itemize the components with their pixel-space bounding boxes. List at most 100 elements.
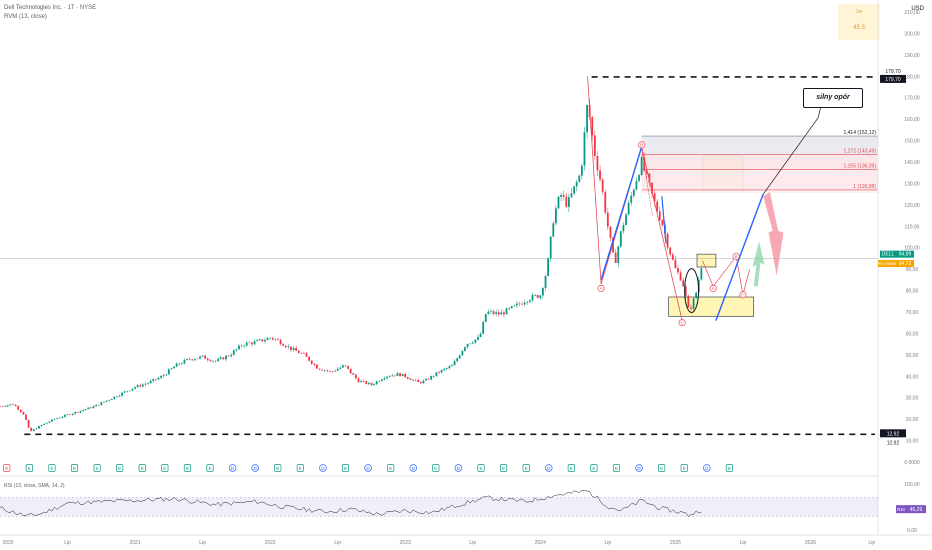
- candle-body: [22, 412, 25, 415]
- rsi-value-bg: [906, 505, 926, 514]
- candle-body: [375, 381, 378, 385]
- candle-body: [149, 380, 152, 384]
- candle-body: [466, 344, 469, 348]
- candle-body: [456, 358, 459, 362]
- price-tick-label: 80,00: [906, 289, 919, 295]
- annotation-pointer: [762, 105, 822, 195]
- candle-body: [144, 383, 147, 385]
- candle-body: [482, 321, 485, 334]
- candle-body: [430, 376, 433, 380]
- candle-body: [79, 410, 82, 413]
- candle-body: [118, 395, 121, 397]
- timeframe-box[interactable]: 1w - 45.3: [838, 4, 880, 40]
- dell-value-bg: [896, 250, 914, 258]
- candle-body: [477, 336, 479, 340]
- candle-body: [32, 429, 35, 432]
- candle-body: [147, 383, 149, 384]
- rsi-badge: RSI: [897, 507, 905, 512]
- candle-body: [560, 194, 562, 197]
- candle-body: [414, 379, 417, 381]
- candle-body: [310, 360, 313, 364]
- candle-body: [365, 381, 368, 384]
- candle-body: [406, 377, 409, 379]
- min-small-tag-bg: [880, 438, 906, 447]
- candle-body: [360, 380, 362, 383]
- symbol-title: Dell Technologies Inc. · 1T · NYSE: [4, 5, 97, 11]
- candle-body: [435, 372, 438, 377]
- earnings-marker-label: D: [321, 466, 325, 471]
- candle-body: [97, 404, 100, 406]
- candle-body: [264, 340, 266, 342]
- price-tick-label: 20,00: [906, 417, 919, 423]
- candle-body: [388, 376, 391, 377]
- annotation-box[interactable]: silny opór: [803, 88, 863, 108]
- candle-body: [25, 414, 27, 420]
- candle-body: [321, 369, 324, 371]
- candle-body: [596, 155, 599, 171]
- candle-body: [438, 372, 440, 373]
- timeframe-separator: -: [858, 17, 860, 23]
- price-tick-label: 60,00: [906, 331, 919, 337]
- time-tick-label: 2021: [130, 540, 141, 546]
- candle-body: [160, 376, 162, 378]
- earnings-marker: [477, 464, 485, 472]
- indicator-legend: RVM (13, close): [4, 14, 47, 20]
- dotted-red: [641, 149, 653, 216]
- earnings-marker-label: E: [299, 466, 302, 471]
- candle-body: [536, 294, 539, 298]
- price-tick-label: 190,00: [904, 53, 920, 59]
- fib-band: [641, 136, 878, 155]
- candle-body: [212, 360, 214, 362]
- earnings-marker-label: D: [705, 466, 709, 471]
- candle-body: [84, 409, 87, 410]
- dell-tag-bg: [880, 250, 896, 258]
- candle-body: [193, 359, 196, 361]
- candle-body: [230, 354, 233, 357]
- candle-body: [336, 368, 339, 371]
- candle-body: [139, 385, 142, 387]
- earnings-marker: [387, 464, 395, 472]
- candle-body: [347, 365, 349, 369]
- candle-body: [123, 391, 126, 393]
- candle-body: [640, 157, 643, 176]
- candle-body: [92, 406, 95, 409]
- time-tick-label: Lip: [868, 540, 875, 546]
- candle-body: [622, 225, 625, 232]
- candle-body: [69, 414, 72, 416]
- premarket-value-bg: [896, 260, 914, 268]
- dell-tag: DELL: [882, 252, 895, 258]
- candle-body: [71, 413, 74, 415]
- earnings-marker: [590, 464, 598, 472]
- candle-body: [27, 419, 30, 428]
- candle-body: [82, 409, 85, 411]
- earnings-marker: [432, 464, 440, 472]
- candle-body: [165, 374, 168, 376]
- candle-body: [222, 357, 225, 360]
- candle-body: [419, 382, 422, 384]
- earnings-marker: [25, 464, 33, 472]
- candle-body: [432, 376, 435, 377]
- candle-body: [404, 373, 407, 378]
- candle-body: [445, 368, 448, 369]
- rsi-axis-label: 100,00: [904, 482, 920, 488]
- candle-body: [500, 312, 503, 315]
- candle-body: [349, 368, 352, 374]
- candle-body: [136, 385, 139, 388]
- earnings-marker-label: E: [502, 466, 505, 471]
- earnings-marker-label: E: [276, 466, 279, 471]
- earnings-marker-label: D: [231, 466, 235, 471]
- candle-body: [549, 236, 552, 259]
- candle-body: [531, 295, 534, 301]
- red-arrow: [763, 192, 784, 276]
- time-tick-label: Lip: [334, 540, 341, 546]
- candle-body: [225, 355, 227, 360]
- max-small-tag: 179,70: [885, 69, 901, 75]
- candle-body: [90, 407, 92, 409]
- candle-body: [341, 365, 344, 368]
- candle-body: [266, 338, 269, 341]
- candle-body: [591, 117, 594, 136]
- time-tick-label: Lip: [740, 540, 747, 546]
- timeframe-label: 1w: [855, 9, 863, 15]
- candle-body: [695, 292, 698, 299]
